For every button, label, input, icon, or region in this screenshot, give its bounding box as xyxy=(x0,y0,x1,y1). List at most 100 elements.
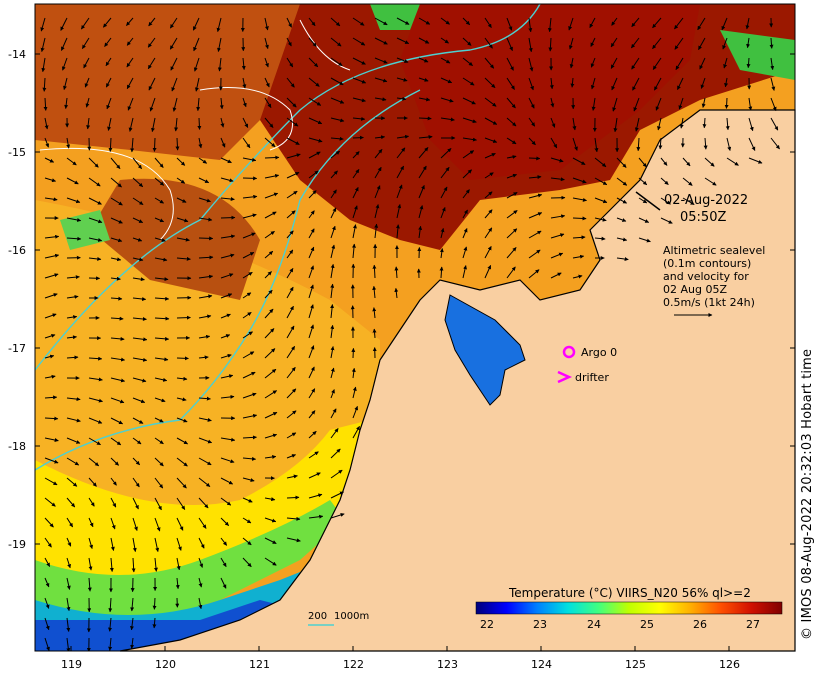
colorbar-ticks: 22 23 24 25 26 27 xyxy=(480,618,760,631)
velocity-arrow xyxy=(462,57,473,67)
velocity-arrow xyxy=(308,284,314,299)
velocity-arrow xyxy=(748,157,763,164)
velocity-arrow xyxy=(638,197,648,204)
velocity-arrow xyxy=(171,77,178,92)
velocity-arrow xyxy=(154,437,164,445)
velocity-arrow xyxy=(506,266,516,279)
velocity-arrow xyxy=(636,137,641,152)
velocity-arrow xyxy=(154,357,169,362)
velocity-arrow xyxy=(264,328,275,339)
velocity-arrow xyxy=(154,336,170,341)
velocity-arrow xyxy=(330,408,337,419)
velocity-arrow xyxy=(633,97,640,112)
velocity-arrow xyxy=(40,17,46,32)
velocity-arrow xyxy=(572,177,587,184)
velocity-arrow xyxy=(330,491,344,499)
velocity-arrow xyxy=(352,97,366,103)
velocity-arrow xyxy=(352,425,360,439)
velocity-arrow xyxy=(286,230,294,239)
velocity-arrow xyxy=(88,437,101,446)
velocity-arrow xyxy=(652,17,662,29)
lat-label: -14 xyxy=(8,48,26,61)
velocity-arrow xyxy=(132,237,143,242)
velocity-arrow xyxy=(126,17,134,26)
velocity-arrows xyxy=(40,17,780,651)
velocity-arrow xyxy=(148,77,156,91)
velocity-arrow xyxy=(286,210,296,219)
velocity-arrow xyxy=(264,230,275,239)
velocity-arrow xyxy=(506,247,517,259)
marker-legend: Argo 0 drifter xyxy=(557,345,617,384)
velocity-arrow xyxy=(770,117,779,131)
velocity-arrow xyxy=(197,117,202,130)
velocity-arrow xyxy=(66,617,71,632)
velocity-arrow xyxy=(440,117,455,122)
velocity-arrow xyxy=(286,137,300,145)
velocity-arrow xyxy=(308,493,323,499)
velocity-arrow xyxy=(374,223,379,239)
velocity-arrow xyxy=(484,245,492,259)
velocity-arrow xyxy=(152,597,157,610)
velocity-arrow xyxy=(440,228,445,239)
colorbar-tick: 23 xyxy=(533,618,547,631)
velocity-arrow xyxy=(677,77,684,90)
velocity-arrow xyxy=(110,217,123,224)
colorbar-tick: 26 xyxy=(693,618,707,631)
velocity-arrow xyxy=(154,417,164,423)
velocity-arrow xyxy=(462,228,468,239)
velocity-arrow xyxy=(264,155,280,160)
velocity-arrow xyxy=(88,557,93,571)
velocity-arrow xyxy=(154,296,170,301)
velocity-arrow xyxy=(198,137,203,149)
velocity-arrow xyxy=(572,197,587,202)
velocity-arrow xyxy=(88,397,103,403)
velocity-arrow xyxy=(572,274,583,279)
velocity-arrow xyxy=(418,165,427,179)
velocity-arrow xyxy=(308,37,317,47)
velocity-arrow xyxy=(198,294,213,299)
velocity-arrow xyxy=(748,117,754,132)
bathy-label-200: 200 xyxy=(308,611,327,622)
velocity-arrow xyxy=(484,172,494,179)
velocity-arrow xyxy=(724,77,729,88)
colorbar-title: Temperature (°C) VIIRS_N20 56% ql>=2 xyxy=(508,586,751,600)
velocity-arrow xyxy=(132,257,144,262)
velocity-arrow xyxy=(590,77,596,90)
velocity-arrow xyxy=(110,336,125,341)
velocity-arrow xyxy=(220,253,235,259)
lat-label: -19 xyxy=(8,538,26,551)
velocity-arrow xyxy=(242,251,255,259)
velocity-arrow xyxy=(352,186,359,199)
velocity-arrow xyxy=(66,275,80,280)
velocity-arrow xyxy=(703,137,708,150)
velocity-arrow xyxy=(44,617,50,631)
velocity-arrow xyxy=(198,274,214,279)
velocity-arrow xyxy=(132,377,147,383)
velocity-arrow xyxy=(264,497,276,502)
velocity-arrow xyxy=(220,117,225,128)
velocity-arrow xyxy=(330,37,342,47)
velocity-arrow xyxy=(110,316,124,321)
velocity-arrow xyxy=(746,37,751,49)
velocity-arrow xyxy=(330,225,336,239)
velocity-arrow xyxy=(127,97,134,111)
velocity-arrow xyxy=(630,37,640,49)
velocity-arrow xyxy=(242,97,247,108)
velocity-arrow xyxy=(154,497,162,511)
velocity-arrow xyxy=(264,192,279,199)
velocity-arrow xyxy=(506,117,517,127)
velocity-arrow xyxy=(242,271,253,279)
velocity-arrow xyxy=(724,97,729,109)
velocity-arrow xyxy=(198,497,209,509)
velocity-arrow xyxy=(220,293,233,299)
velocity-arrow xyxy=(484,227,493,239)
velocity-arrow xyxy=(192,17,200,31)
lat-label: -16 xyxy=(8,244,26,257)
velocity-arrow xyxy=(616,177,628,186)
lon-label: 123 xyxy=(437,658,458,671)
velocity-arrow xyxy=(723,57,728,69)
velocity-arrow xyxy=(132,197,144,206)
velocity-arrow xyxy=(87,577,92,592)
velocity-arrow xyxy=(264,250,274,259)
velocity-arrow xyxy=(352,169,360,179)
